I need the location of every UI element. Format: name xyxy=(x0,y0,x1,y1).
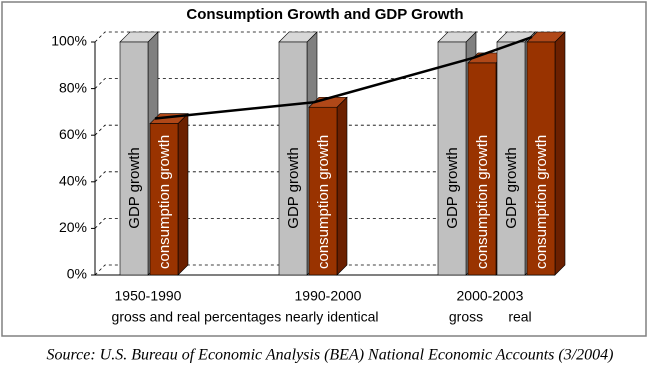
y-tick-label: 40% xyxy=(59,173,87,189)
bar xyxy=(119,41,149,276)
bar xyxy=(278,41,308,276)
grid-line xyxy=(94,217,565,229)
x-tick-label: 2000-2003 xyxy=(457,288,524,304)
grid-line xyxy=(94,264,565,276)
grid-line xyxy=(94,171,565,183)
y-tick-label: 0% xyxy=(67,266,87,282)
source-note: Source: U.S. Bureau of Economic Analysis… xyxy=(47,347,614,364)
x-note: gross and real percentages nearly identi… xyxy=(112,309,379,325)
y-tick-label: 60% xyxy=(59,126,87,142)
bar-label: consumption growth xyxy=(315,135,332,269)
bar xyxy=(437,41,467,276)
bar-label: consumption growth xyxy=(474,135,491,269)
bar-label: consumption growth xyxy=(533,135,550,269)
x-sub-label: real xyxy=(508,309,531,325)
grid-line xyxy=(94,78,565,89)
chart-title: Consumption Growth and GDP Growth xyxy=(186,6,463,23)
grid-line xyxy=(94,31,565,43)
grid-line xyxy=(94,124,565,136)
bar-label: GDP growth xyxy=(126,147,143,228)
y-tick-label: 80% xyxy=(59,79,87,95)
bar xyxy=(149,123,179,276)
bar-label: consumption growth xyxy=(156,135,173,269)
bar xyxy=(308,106,338,276)
x-sub-label: gross xyxy=(449,309,483,325)
bar-side xyxy=(336,96,348,276)
bar-label: GDP growth xyxy=(503,147,520,228)
trend-line xyxy=(154,35,533,120)
bar-label: GDP growth xyxy=(444,147,461,228)
bar xyxy=(526,41,556,276)
bar xyxy=(496,41,526,276)
y-tick-label: 100% xyxy=(51,33,87,49)
bar-label: GDP growth xyxy=(285,147,302,228)
x-tick-label: 1990-2000 xyxy=(295,288,362,304)
bar-side xyxy=(177,112,189,276)
bar xyxy=(467,62,497,276)
x-tick-label: 1950-1990 xyxy=(115,288,182,304)
y-tick-label: 20% xyxy=(59,219,87,235)
bar-side xyxy=(554,31,566,276)
